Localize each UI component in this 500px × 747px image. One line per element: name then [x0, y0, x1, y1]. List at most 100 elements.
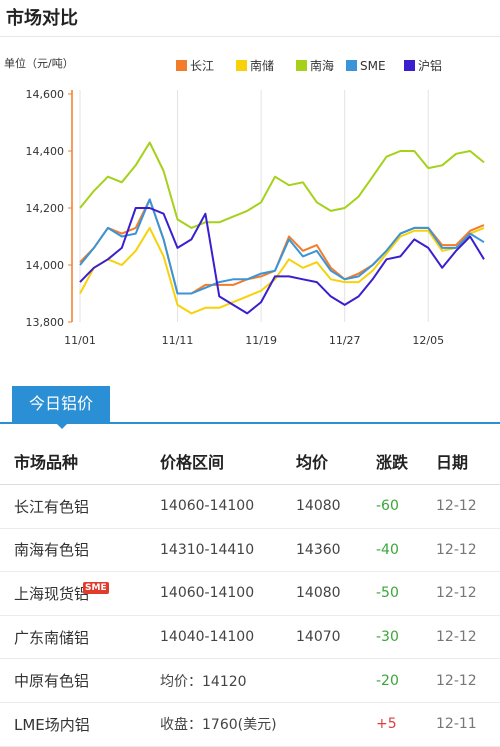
y-tick-label: 14,200: [26, 202, 65, 215]
x-tick-label: 11/27: [329, 334, 361, 347]
table-row[interactable]: 上海现货铝SME 14060-14100 14080 -50 12-12: [0, 571, 500, 616]
legend-swatch: [346, 60, 357, 71]
section-title: 市场对比: [6, 8, 78, 29]
market-cell-text: 中原有色铝: [14, 672, 90, 691]
legend-swatch: [236, 60, 247, 71]
market-cell[interactable]: 中原有色铝: [0, 658, 160, 703]
date-cell-text: 12-12: [436, 629, 477, 646]
avg-cell: 14080: [296, 484, 376, 529]
column-header-market: 市场品种: [0, 438, 160, 485]
series-line-1: [79, 226, 485, 315]
range-cell: 14040-14100: [160, 615, 296, 660]
legend-label[interactable]: 沪铝: [418, 58, 442, 73]
avg-cell-text: 14080: [296, 585, 341, 602]
y-axis-ticks: 13,800 14,000 14,200 14,400 14,600: [26, 88, 72, 329]
legend-label[interactable]: SME: [360, 59, 386, 73]
range-cell: 14310-14410: [160, 528, 296, 573]
range-cell-text: 收盘：1760(美元): [160, 717, 277, 734]
chart-series: [79, 141, 485, 315]
table-body: 长江有色铝 14060-14100 14080 -60 12-12 南海有色铝 14310-…: [0, 484, 500, 747]
avg-cell: [296, 658, 376, 703]
change-cell: -50: [376, 571, 436, 616]
market-cell-text: LME场内铝: [14, 715, 90, 734]
y-tick-label: 14,600: [26, 88, 65, 101]
legend-label[interactable]: 南储: [250, 58, 274, 73]
date-cell: 12-12: [436, 571, 500, 616]
range-cell-text: 均价：14120: [160, 673, 247, 690]
market-cell[interactable]: 南海有色铝: [0, 528, 160, 573]
column-header-range: 价格区间: [160, 438, 296, 485]
range-cell-text: 14060-14100: [160, 498, 255, 515]
change-cell-text: -50: [376, 585, 399, 602]
market-cell[interactable]: 上海现货铝SME: [0, 571, 160, 616]
change-cell-text: +5: [376, 716, 397, 733]
change-cell-text: -40: [376, 541, 399, 558]
series-line-3: [79, 198, 485, 295]
range-cell-text: 14040-14100: [160, 629, 255, 646]
legend-swatch: [404, 60, 415, 71]
change-cell: -20: [376, 658, 436, 703]
column-header-date: 日期: [436, 438, 500, 485]
change-cell-text: -60: [376, 498, 399, 515]
range-cell: 均价：14120: [160, 658, 296, 703]
legend-swatch: [296, 60, 307, 71]
range-cell: 14060-14100: [160, 484, 296, 529]
tab-bar: 今日铝价: [0, 386, 500, 429]
date-cell: 12-12: [436, 615, 500, 660]
table-row[interactable]: 广东南储铝 14040-14100 14070 -30 12-12: [0, 615, 500, 660]
market-cell[interactable]: 广东南储铝: [0, 615, 160, 660]
tab-today-aluminum-price[interactable]: 今日铝价: [12, 386, 110, 429]
y-axis-label: 单位（元/吨）: [4, 56, 74, 70]
y-tick-label: 14,400: [26, 145, 65, 158]
series-line-2: [79, 141, 485, 229]
series-line-4: [79, 207, 485, 315]
table-header-row: 市场品种 价格区间 均价 涨跌 日期: [0, 438, 500, 485]
date-cell: 12-11: [436, 702, 500, 747]
date-cell: 12-12: [436, 658, 500, 703]
date-cell-text: 12-12: [436, 498, 477, 515]
y-tick-label: 13,800: [26, 316, 65, 329]
line-chart-svg: 单位（元/吨） 长江 南储 南海 SME 沪铝 13,800 14,000 14,200 14…: [4, 56, 485, 347]
table-row[interactable]: 中原有色铝 均价：14120 -20 12-12: [0, 658, 500, 703]
section-header: 市场对比: [0, 0, 500, 37]
market-cell-text: 广东南储铝: [14, 628, 90, 647]
change-cell: +5: [376, 702, 436, 747]
change-cell: -30: [376, 615, 436, 660]
x-tick-label: 12/05: [412, 334, 444, 347]
price-comparison-chart: 单位（元/吨） 长江 南储 南海 SME 沪铝 13,800 14,000 14,200 14…: [0, 40, 500, 370]
date-cell-text: 12-12: [436, 541, 477, 558]
change-cell: -60: [376, 484, 436, 529]
change-cell-text: -30: [376, 629, 399, 646]
date-cell: 12-12: [436, 484, 500, 529]
date-cell-text: 12-12: [436, 585, 477, 602]
market-cell-text: 南海有色铝: [14, 541, 90, 560]
table-row[interactable]: 南海有色铝 14310-14410 14360 -40 12-12: [0, 528, 500, 573]
x-tick-label: 11/01: [64, 334, 96, 347]
range-cell-text: 14310-14410: [160, 541, 255, 558]
sme-badge: SME: [83, 581, 109, 594]
market-cell[interactable]: 长江有色铝: [0, 484, 160, 529]
market-cell[interactable]: LME场内铝: [0, 702, 160, 747]
avg-cell: 14070: [296, 615, 376, 660]
x-axis-ticks: 11/01 11/11 11/19 11/27 12/05: [64, 334, 444, 347]
series-line-0: [79, 198, 485, 295]
avg-cell-text: 14070: [296, 629, 341, 646]
avg-cell: [296, 702, 376, 747]
change-cell: -40: [376, 528, 436, 573]
table-row[interactable]: LME场内铝 收盘：1760(美元) +5 12-11: [0, 702, 500, 747]
date-cell-text: 12-11: [436, 716, 477, 733]
legend-label[interactable]: 南海: [310, 58, 334, 73]
avg-cell-text: 14360: [296, 541, 341, 558]
chart-legend: 长江 南储 南海 SME 沪铝: [176, 58, 442, 73]
y-tick-label: 14,000: [26, 259, 65, 272]
market-cell-text: 长江有色铝: [14, 497, 90, 516]
legend-label[interactable]: 长江: [190, 59, 214, 73]
chart-grid: [71, 90, 429, 322]
table-row[interactable]: 长江有色铝 14060-14100 14080 -60 12-12: [0, 484, 500, 529]
date-cell: 12-12: [436, 528, 500, 573]
avg-cell-text: 14080: [296, 498, 341, 515]
range-cell: 收盘：1760(美元): [160, 702, 296, 747]
date-cell-text: 12-12: [436, 672, 477, 689]
x-tick-label: 11/19: [245, 334, 277, 347]
range-cell-text: 14060-14100: [160, 585, 255, 602]
